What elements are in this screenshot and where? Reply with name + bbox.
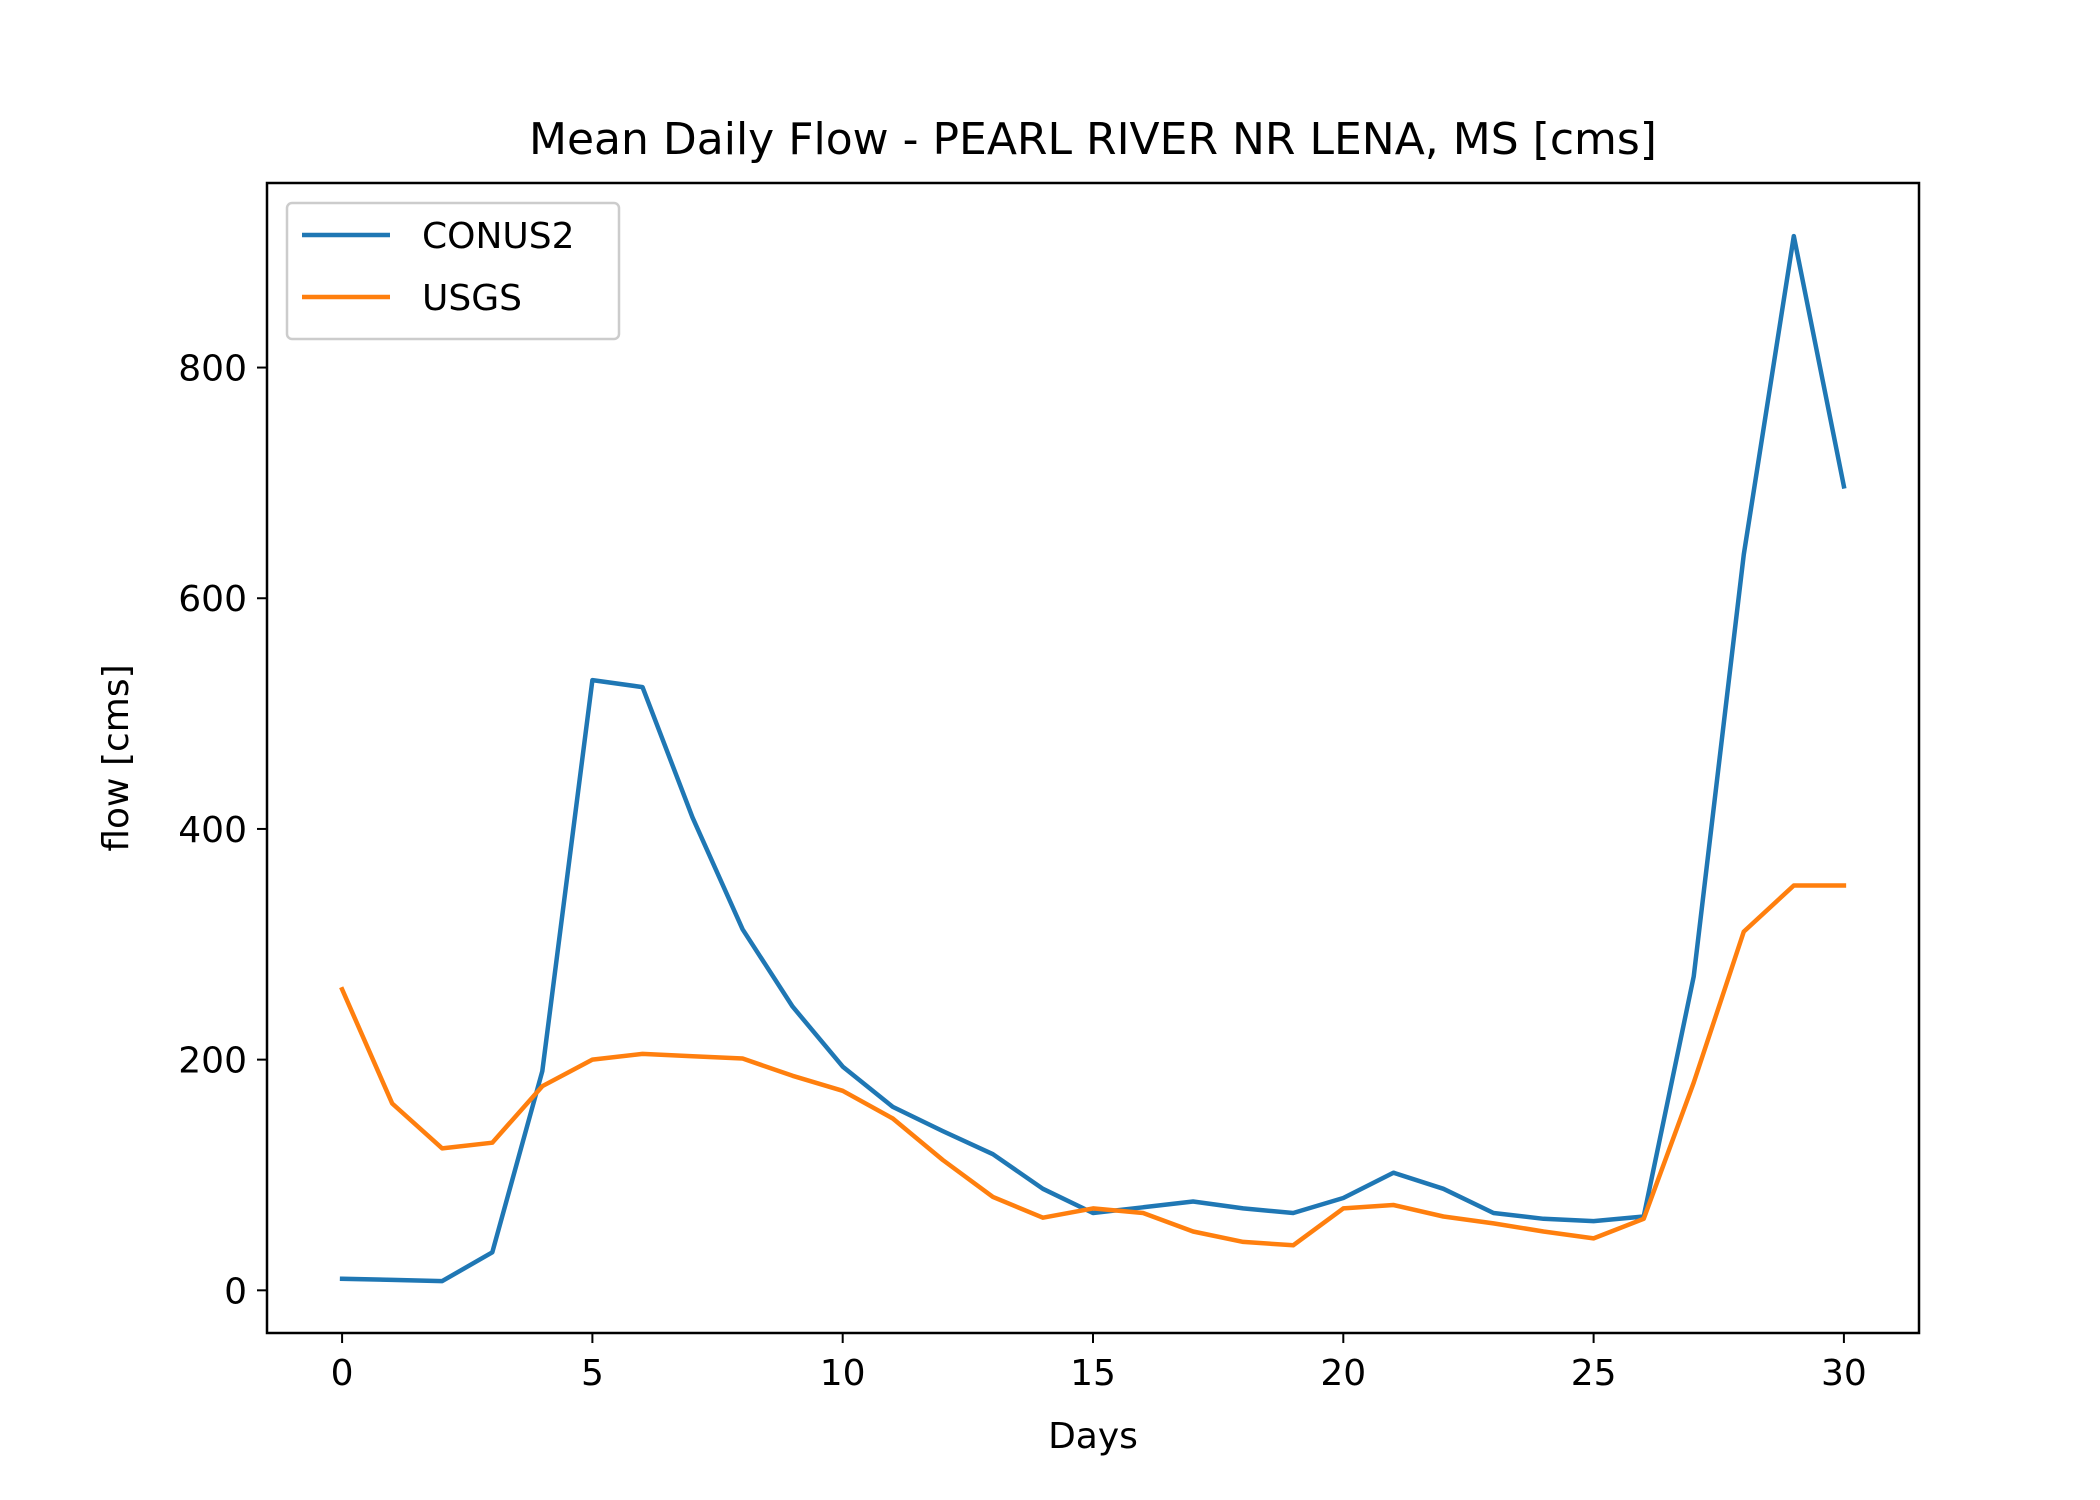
legend-label-conus2: CONUS2 <box>422 216 575 257</box>
chart-title: Mean Daily Flow - PEARL RIVER NR LENA, M… <box>529 114 1657 165</box>
legend-label-usgs: USGS <box>422 278 522 319</box>
series-layer <box>339 233 1847 1284</box>
y-tick-label: 200 <box>178 1041 247 1082</box>
x-tick-label: 0 <box>331 1353 354 1394</box>
y-tick-label: 600 <box>178 579 247 620</box>
x-axis: 0 5 10 15 20 25 30 <box>331 1333 1867 1394</box>
x-tick-label: 15 <box>1070 1353 1116 1394</box>
x-tick-label: 30 <box>1821 1353 1867 1394</box>
y-axis: 0 200 400 600 800 <box>178 349 267 1312</box>
x-axis-label: Days <box>1048 1416 1138 1457</box>
y-axis-label: flow [cms] <box>96 664 137 851</box>
x-tick-label: 5 <box>581 1353 604 1394</box>
x-tick-label: 20 <box>1320 1353 1366 1394</box>
x-tick-label: 25 <box>1571 1353 1617 1394</box>
series-line-usgs <box>339 883 1847 1248</box>
y-tick-label: 0 <box>224 1271 247 1312</box>
y-tick-label: 400 <box>178 810 247 851</box>
y-tick-label: 800 <box>178 349 247 390</box>
x-tick-label: 10 <box>820 1353 866 1394</box>
series-line-conus2 <box>339 233 1847 1284</box>
legend: CONUS2 USGS <box>285 201 621 341</box>
